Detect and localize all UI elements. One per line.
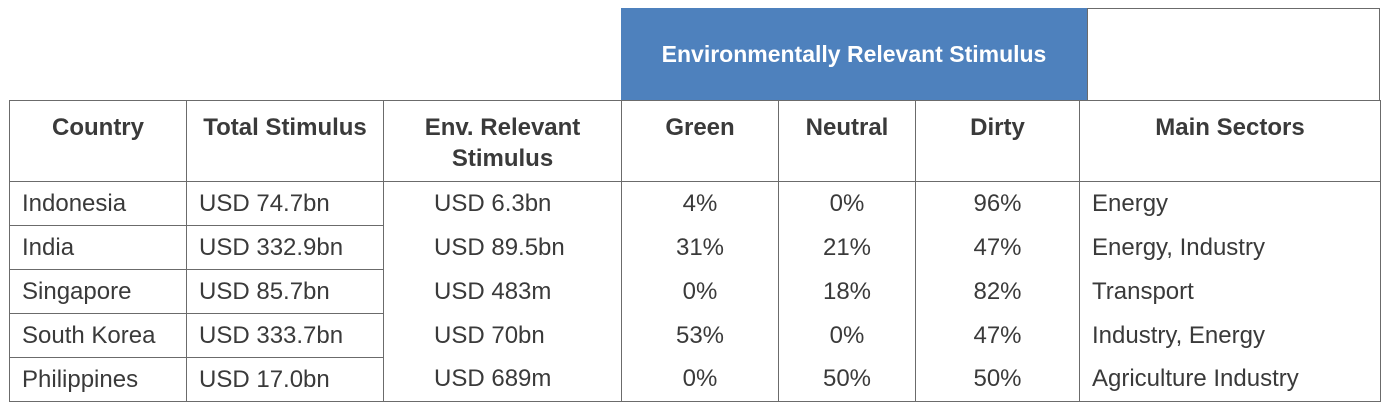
cell-green: 0% [621, 269, 779, 314]
cell-env: USD 483m [383, 269, 622, 314]
col-header-neutral: Neutral [778, 100, 916, 182]
cell-neutral: 21% [778, 225, 916, 270]
cell-green: 0% [621, 357, 779, 402]
cell-neutral: 50% [778, 357, 916, 402]
stimulus-table: Country Total Stimulus Env. Relevant Sti… [9, 100, 1381, 402]
cell-neutral: 0% [778, 313, 916, 358]
cell-country: Indonesia [9, 181, 187, 226]
cell-env: USD 689m [383, 357, 622, 402]
group-header-env-relevant: Environmentally Relevant Stimulus [621, 8, 1087, 100]
col-header-main-sectors: Main Sectors [1079, 100, 1381, 182]
table-header-row: Country Total Stimulus Env. Relevant Sti… [9, 100, 1381, 182]
cell-sectors: Transport [1079, 269, 1381, 314]
cell-green: 53% [621, 313, 779, 358]
cell-dirty: 47% [915, 313, 1080, 358]
cell-country: South Korea [9, 313, 187, 358]
cell-sectors: Energy, Industry [1079, 225, 1381, 270]
cell-country: India [9, 225, 187, 270]
table-row: Singapore USD 85.7bn USD 483m 0% 18% 82%… [9, 269, 1381, 314]
cell-country: Philippines [9, 357, 187, 402]
col-header-env-label: Env. Relevant Stimulus [424, 114, 581, 172]
cell-dirty: 50% [915, 357, 1080, 402]
cell-sectors: Industry, Energy [1079, 313, 1381, 358]
table-row: Indonesia USD 74.7bn USD 6.3bn 4% 0% 96%… [9, 181, 1381, 226]
table-row: Philippines USD 17.0bn USD 689m 0% 50% 5… [9, 357, 1381, 402]
cell-total: USD 85.7bn [186, 269, 384, 314]
table-row: India USD 332.9bn USD 89.5bn 31% 21% 47%… [9, 225, 1381, 270]
col-header-green: Green [621, 100, 779, 182]
cell-country: Singapore [9, 269, 187, 314]
cell-env: USD 70bn [383, 313, 622, 358]
cell-neutral: 18% [778, 269, 916, 314]
cell-sectors: Agriculture Industry [1079, 357, 1381, 402]
col-header-dirty: Dirty [915, 100, 1080, 182]
cell-env: USD 89.5bn [383, 225, 622, 270]
cell-dirty: 47% [915, 225, 1080, 270]
cell-dirty: 96% [915, 181, 1080, 226]
cell-env: USD 6.3bn [383, 181, 622, 226]
cell-sectors: Energy [1079, 181, 1381, 226]
col-header-total-stimulus: Total Stimulus [186, 100, 384, 182]
cell-total: USD 333.7bn [186, 313, 384, 358]
cell-total: USD 332.9bn [186, 225, 384, 270]
cell-dirty: 82% [915, 269, 1080, 314]
cell-green: 31% [621, 225, 779, 270]
table-row: South Korea USD 333.7bn USD 70bn 53% 0% … [9, 313, 1381, 358]
cell-green: 4% [621, 181, 779, 226]
col-header-country: Country [9, 100, 187, 182]
col-header-env-relevant-stimulus: Env. Relevant Stimulus [383, 100, 622, 182]
cell-total: USD 17.0bn [186, 357, 384, 402]
header-empty-cell [1087, 8, 1380, 100]
cell-total: USD 74.7bn [186, 181, 384, 226]
cell-neutral: 0% [778, 181, 916, 226]
